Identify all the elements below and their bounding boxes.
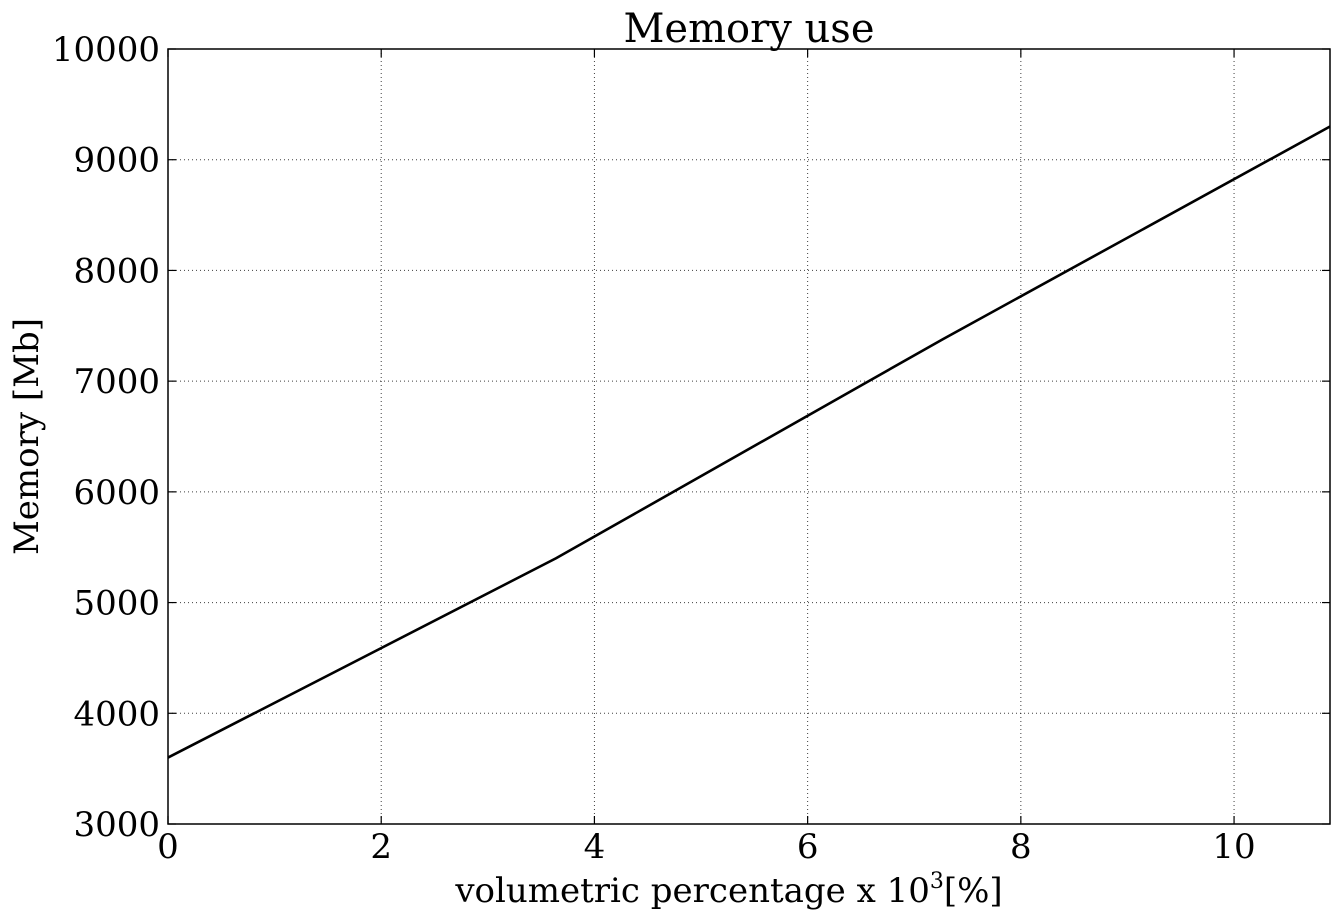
- y-axis-title: Memory [Mb]: [7, 318, 47, 555]
- x-tick-label: 2: [370, 827, 392, 867]
- series-layer: [167, 125, 1331, 759]
- y-tick-label: 9000: [73, 141, 160, 181]
- y-axis-tick-labels: 3000 4000 5000 6000 7000 8000 9000 10000: [52, 30, 160, 845]
- x-axis-title-unit: [%]: [944, 871, 1003, 911]
- y-tick-label: 5000: [73, 584, 160, 624]
- plot-area-frame: [167, 48, 1331, 825]
- x-tick-label: 0: [157, 827, 179, 867]
- tick-marks: [167, 48, 1330, 825]
- chart-title: Memory use: [623, 6, 874, 52]
- x-axis-tick-labels: 0 2 4 6 8 10: [157, 827, 1256, 867]
- y-tick-label: 3000: [73, 805, 160, 845]
- x-axis-title: volumetric percentage x 103[%]: [454, 869, 1002, 911]
- x-axis-title-main: volumetric percentage x 10: [454, 871, 930, 911]
- grid-lines: [168, 49, 1330, 824]
- x-tick-label: 8: [1010, 827, 1032, 867]
- y-tick-label: 6000: [73, 473, 160, 513]
- y-tick-label: 8000: [73, 251, 160, 291]
- y-tick-label: 4000: [73, 694, 160, 734]
- y-tick-label: 7000: [73, 362, 160, 402]
- memory-series-line: [167, 125, 1331, 759]
- x-tick-label: 4: [584, 827, 606, 867]
- x-axis-title-exponent: 3: [930, 869, 944, 894]
- x-tick-label: 10: [1212, 827, 1255, 867]
- y-tick-label: 10000: [52, 30, 160, 70]
- x-tick-label: 6: [797, 827, 819, 867]
